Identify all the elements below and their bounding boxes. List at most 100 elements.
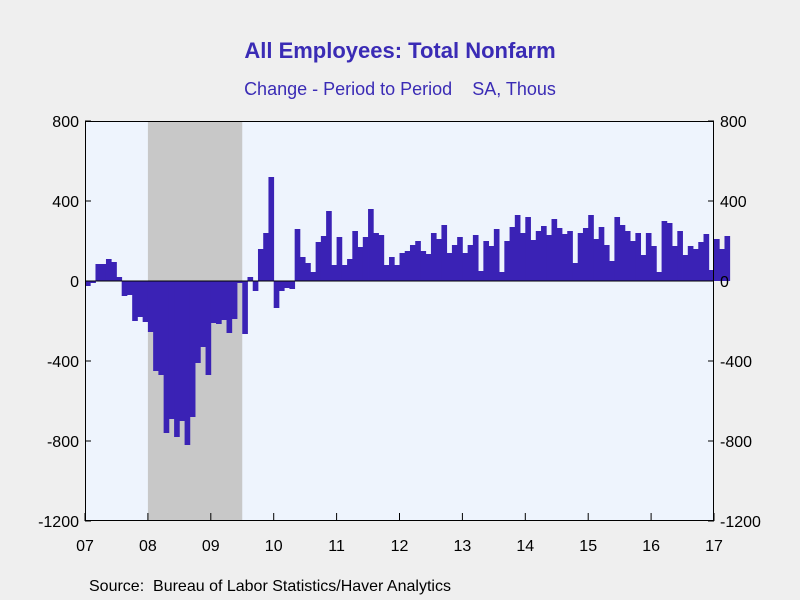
bar [415, 241, 421, 281]
bar [404, 251, 411, 281]
x-tick-label: 12 [391, 538, 409, 555]
bar [352, 231, 358, 281]
bar [263, 233, 269, 281]
bar [430, 233, 437, 281]
bar [645, 233, 652, 281]
bar [383, 265, 390, 281]
bar [409, 245, 416, 281]
bar [216, 281, 222, 324]
bar [462, 253, 469, 281]
x-tick-label: 11 [328, 538, 345, 555]
bar [278, 281, 285, 291]
bar [394, 265, 400, 281]
bar [331, 265, 337, 281]
bar [184, 281, 191, 445]
bar [210, 281, 217, 323]
bar [336, 237, 343, 281]
bar [163, 281, 170, 433]
bar [226, 281, 233, 333]
bar [252, 281, 259, 291]
bar [310, 272, 317, 281]
bar [619, 225, 626, 281]
bar [514, 215, 521, 281]
bar [378, 235, 385, 281]
bar [614, 217, 621, 281]
bar [567, 231, 573, 281]
bar [640, 255, 647, 281]
bar [687, 246, 694, 281]
y-tick-label-right: 0 [720, 274, 729, 291]
bar [624, 231, 631, 281]
y-tick-label-left: -800 [47, 434, 79, 451]
bar [195, 281, 201, 363]
bar [368, 209, 374, 281]
bar [389, 257, 395, 281]
y-tick-label-right: 400 [720, 194, 747, 211]
bar [147, 281, 154, 332]
y-tick-label-right: 800 [720, 114, 747, 131]
bar [357, 247, 364, 281]
bar [451, 245, 458, 281]
bar [598, 227, 605, 281]
bar [441, 225, 448, 281]
bar [541, 226, 547, 281]
y-tick-label-left: 800 [52, 114, 79, 131]
x-tick-label: 08 [139, 538, 157, 555]
bar [530, 240, 537, 281]
bar [635, 233, 642, 281]
bar [499, 272, 505, 281]
bar [126, 281, 133, 295]
y-tick-label-left: -1200 [38, 514, 79, 531]
bar [535, 231, 542, 281]
bar [142, 281, 149, 322]
bar [666, 223, 673, 281]
y-tick-label-left: 400 [52, 194, 79, 211]
bar [95, 264, 102, 281]
bar [703, 234, 710, 281]
bar [289, 281, 296, 289]
bar [231, 281, 238, 319]
bar [247, 277, 254, 281]
bar [561, 234, 568, 281]
bar [603, 245, 610, 281]
bar [661, 221, 668, 281]
bar [111, 262, 117, 281]
bar [299, 257, 306, 281]
bar [347, 259, 353, 281]
bar [525, 217, 531, 281]
chart-title: All Employees: Total Nonfarm [244, 38, 556, 63]
bar [509, 227, 516, 281]
bar [588, 215, 594, 281]
bar [546, 235, 552, 281]
x-tick-label: 10 [265, 538, 283, 555]
x-tick-label: 16 [642, 538, 660, 555]
bar [693, 249, 699, 281]
bar [257, 249, 264, 281]
bar [446, 253, 453, 281]
y-tick-label-right: -400 [720, 354, 752, 371]
bar [556, 228, 563, 281]
bar [132, 281, 138, 321]
bar [221, 281, 227, 320]
y-tick-label-right: -1200 [720, 514, 761, 531]
bar [105, 259, 112, 281]
bar [399, 253, 406, 281]
bar [488, 246, 495, 281]
bar [326, 211, 332, 281]
bar [153, 281, 159, 371]
bar [420, 251, 427, 281]
bar [651, 246, 657, 281]
bar [504, 241, 510, 281]
y-tick-label-left: -400 [47, 354, 79, 371]
bar [320, 236, 327, 281]
bar [551, 219, 558, 281]
bar [200, 281, 206, 347]
bar [273, 281, 280, 308]
bar [630, 241, 636, 281]
bar [457, 237, 463, 281]
bar [577, 233, 584, 281]
bar [724, 236, 731, 281]
bar [682, 255, 689, 281]
bar [100, 264, 107, 281]
